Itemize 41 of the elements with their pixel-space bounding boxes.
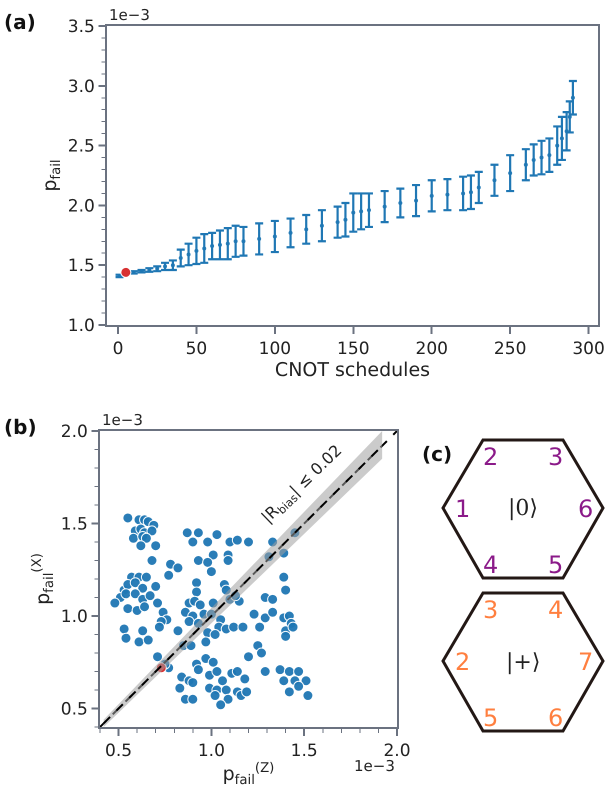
text: 5	[548, 551, 564, 579]
text: |+⟩	[506, 650, 540, 675]
text: 6	[578, 495, 594, 523]
text: 4	[548, 596, 564, 624]
text: 2	[483, 443, 498, 471]
x-tick-label: 1.5	[290, 741, 318, 762]
x-axis-title: CNOT schedules	[274, 359, 430, 382]
y-tick-label: 2.0	[60, 422, 88, 442]
text: 6	[548, 704, 564, 732]
y-tick-label: 1.0	[68, 316, 95, 336]
y-tick-label: 2.5	[68, 136, 95, 157]
chart-title: (b)	[4, 415, 37, 439]
text: 1e−3	[354, 757, 395, 775]
text: 1e−3	[102, 411, 143, 429]
text: 4	[483, 551, 498, 579]
x-tick-label: 300	[572, 339, 605, 360]
text: 5	[483, 704, 498, 732]
text: (c)	[422, 442, 452, 466]
text: 7	[578, 648, 594, 676]
text: |0⟩	[508, 496, 538, 521]
x-tick-label: 0.5	[105, 741, 132, 762]
y-tick-label: 3.0	[68, 76, 95, 97]
x-tick-label: 1.0	[198, 741, 225, 762]
x-tick-label: 200	[415, 339, 448, 360]
text: 3	[548, 443, 564, 471]
chart-title: (a)	[4, 10, 36, 34]
y-tick-label: 1.0	[60, 606, 88, 627]
x-tick-label: 100	[258, 339, 292, 360]
y-tick-label: 1.5	[68, 256, 95, 276]
x-tick-label: 50	[186, 339, 208, 360]
text: 1e−3	[109, 6, 150, 24]
y-tick-label: 0.5	[60, 699, 88, 720]
text: 3	[483, 596, 498, 624]
y-tick-label: 2.0	[68, 196, 95, 216]
y-tick-label: 1.5	[60, 514, 88, 534]
x-tick-label: 250	[494, 339, 526, 360]
y-tick-label: 3.5	[68, 16, 95, 37]
text: 1	[455, 495, 470, 523]
text: 2	[455, 648, 470, 676]
x-tick-label: 0	[112, 339, 124, 360]
x-tick-label: 150	[337, 339, 370, 360]
